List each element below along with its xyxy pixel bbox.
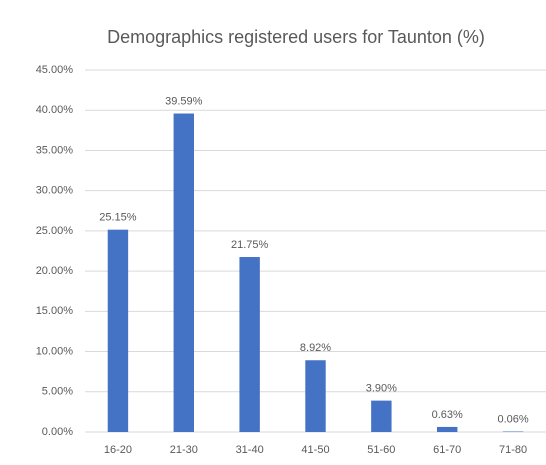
bar [437,426,458,432]
y-tick-label: 35.00% [36,144,74,156]
y-tick-label: 10.00% [36,345,74,357]
y-tick-label: 30.00% [36,185,74,197]
y-tick-label: 15.00% [36,305,74,317]
y-tick-label: 40.00% [36,104,74,116]
bar [107,229,129,432]
y-tick-label: 20.00% [36,265,74,277]
bar [305,360,326,432]
value-label: 0.63% [432,409,463,421]
x-tick-label: 61-70 [433,444,461,456]
y-tick-label: 25.00% [36,225,74,237]
value-label: 25.15% [99,212,137,224]
x-tick-label: 16-20 [104,444,132,456]
bar [239,257,260,432]
y-tick-label: 45.00% [36,64,74,76]
value-label: 8.92% [300,342,331,354]
bar [173,113,194,432]
y-tick-label: 0.00% [42,426,73,438]
x-tick-label: 31-40 [236,444,264,456]
y-tick-label: 5.00% [42,386,73,398]
value-label: 21.75% [231,239,269,251]
chart-title: Demographics registered users for Taunto… [107,27,485,47]
x-tick-label: 21-30 [170,444,198,456]
value-label: 39.59% [165,95,203,107]
value-label: 3.90% [366,383,397,395]
x-tick-label: 41-50 [301,444,329,456]
value-label: 0.06% [497,413,528,425]
x-tick-label: 51-60 [367,444,395,456]
x-tick-label: 71-80 [499,444,527,456]
bar [371,400,392,432]
